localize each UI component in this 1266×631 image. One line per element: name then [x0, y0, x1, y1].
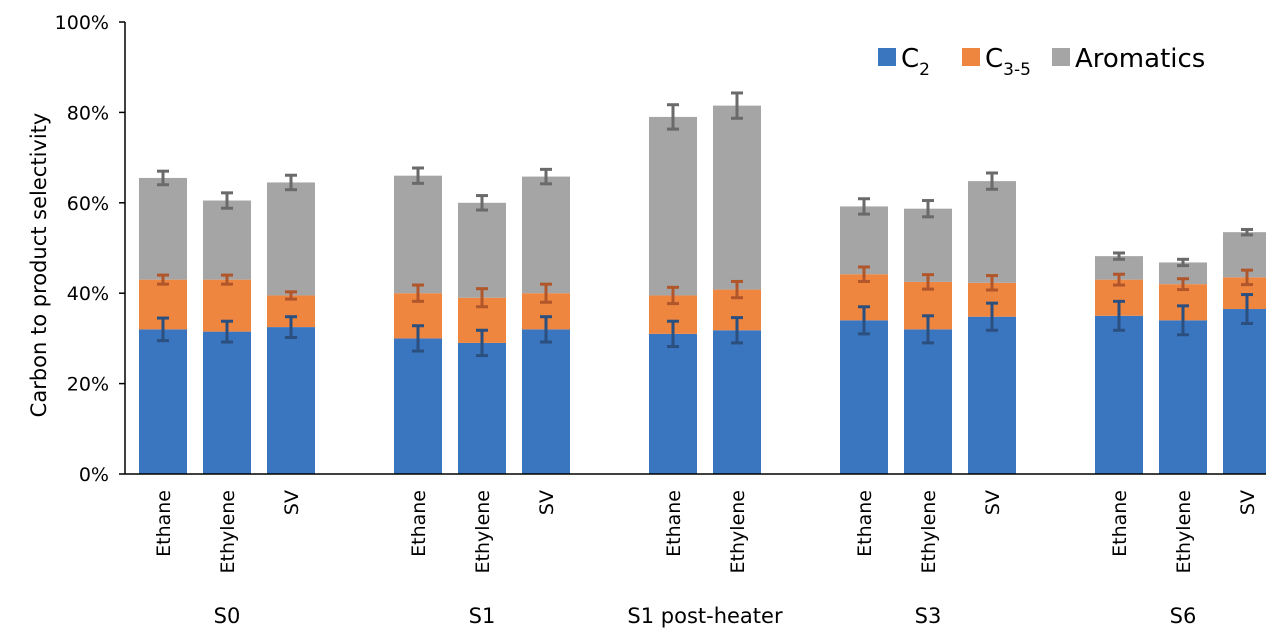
x-category-label: SV	[982, 490, 1004, 515]
bar-segment-c2	[1159, 320, 1207, 474]
bar-segment-aromatics	[1095, 256, 1143, 280]
legend-label-main: C	[901, 44, 919, 74]
y-axis-title: Carbon to product selectivity	[27, 113, 51, 418]
bar-segment-aromatics	[267, 182, 315, 296]
x-group-label: S1 post-heater	[627, 604, 783, 628]
x-category-label: Ethylene	[472, 490, 494, 573]
x-category-label: Ethylene	[727, 490, 749, 573]
x-category-label: Ethane	[408, 490, 430, 557]
bar-segment-c2	[394, 338, 442, 474]
legend-label-main: C	[985, 44, 1003, 74]
y-axis-title-group: Carbon to product selectivity	[27, 113, 51, 418]
x-group-label: S0	[214, 604, 241, 628]
x-category-label: SV	[536, 490, 558, 515]
bar-segment-aromatics	[522, 176, 570, 294]
x-category-label: SV	[281, 490, 303, 515]
legend-swatch	[1052, 48, 1070, 66]
bar-segment-c2	[522, 329, 570, 474]
y-axis-ticks: 0% 20% 40% 60% 80% 100%	[55, 12, 125, 486]
legend-swatch	[878, 48, 896, 66]
bar-segment-c2	[968, 316, 1016, 474]
bars-layer	[139, 105, 1266, 474]
x-category-label: Ethylene	[217, 490, 239, 573]
x-category-label: Ethane	[153, 490, 175, 557]
bar-segment-aromatics	[904, 208, 952, 282]
x-group-label: S3	[915, 604, 942, 628]
bar-segment-aromatics	[968, 181, 1016, 283]
y-tick-label: 60%	[67, 193, 109, 215]
x-category-label: Ethane	[1109, 490, 1131, 557]
legend-label: C3-5	[985, 44, 1031, 80]
y-tick-label: 100%	[55, 12, 109, 34]
y-tick-label: 20%	[67, 374, 109, 396]
bar-segment-c2	[458, 342, 506, 474]
bar-segment-aromatics	[203, 200, 251, 280]
bar-segment-aromatics	[394, 175, 442, 294]
x-category-label: Ethylene	[1173, 490, 1195, 573]
bar-segment-aromatics	[713, 105, 761, 290]
bar-segment-c2	[203, 331, 251, 474]
category-labels: Ethane Ethylene SV Ethane Ethylene SV Ethane Et…	[153, 490, 1259, 573]
legend-label: C2	[901, 44, 930, 80]
bar-segment-c2	[267, 327, 315, 474]
x-group-label: S1	[469, 604, 496, 628]
bar-segment-c2	[139, 329, 187, 474]
x-category-label: Ethylene	[918, 490, 940, 573]
bar-segment-aromatics	[840, 206, 888, 275]
bar-segment-aromatics	[649, 116, 697, 296]
bar-segment-c2	[1095, 315, 1143, 474]
legend: C2 C3-5 Aromatics	[878, 44, 1205, 80]
bar-segment-aromatics	[458, 202, 506, 298]
bar-segment-c2	[713, 330, 761, 474]
legend-label-subscript: 3-5	[1003, 60, 1031, 80]
y-tick-label: 0%	[79, 464, 109, 486]
bar-segment-c2	[904, 329, 952, 474]
bar-segment-aromatics	[1159, 262, 1207, 285]
error-bars-layer	[157, 91, 1253, 358]
bar-segment-c2	[649, 333, 697, 474]
x-category-label: SV	[1237, 490, 1259, 515]
legend-swatch	[962, 48, 980, 66]
bar-segment-aromatics	[139, 177, 187, 280]
legend-label-subscript: 2	[919, 60, 930, 80]
x-category-label: Ethane	[663, 490, 685, 557]
y-tick-label: 40%	[67, 283, 109, 305]
legend-label: Aromatics	[1075, 44, 1205, 74]
bar-segment-c2	[840, 320, 888, 474]
axes-layer	[124, 22, 1266, 475]
group-labels: S0 S1 S1 post-heater S3 S6	[214, 604, 1197, 628]
x-group-label: S6	[1170, 604, 1197, 628]
x-category-label: Ethane	[854, 490, 876, 557]
y-tick-label: 80%	[67, 102, 109, 124]
bar-segment-c2	[1223, 309, 1266, 474]
